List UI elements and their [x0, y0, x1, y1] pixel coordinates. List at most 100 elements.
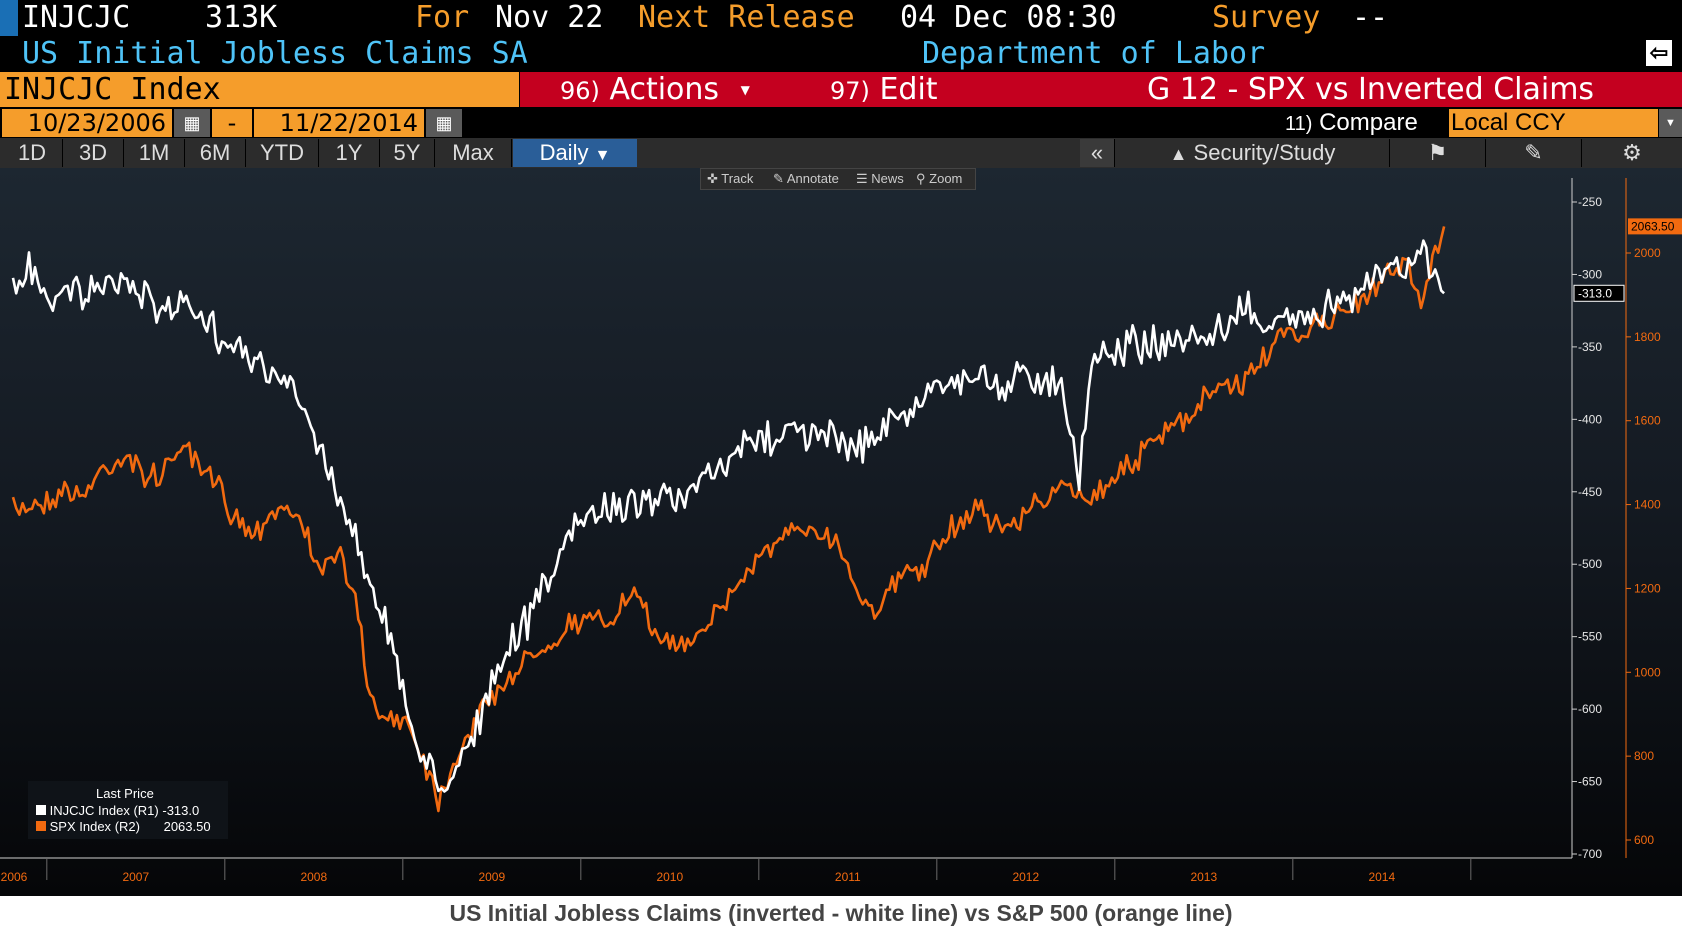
claims-series-line	[11, 239, 1445, 793]
draw-tool-icon[interactable]: ✎	[1486, 139, 1582, 167]
chevron-down-icon[interactable]: ▼	[1659, 109, 1682, 137]
legend-swatch	[36, 805, 46, 815]
currency-value: Local CCY	[1451, 109, 1566, 136]
index-name-box[interactable]: INJCJC Index	[0, 72, 519, 107]
r1-tick-label: -450	[1578, 485, 1602, 499]
annotate-label: Annotate	[786, 171, 839, 186]
r2-last-value-box	[1628, 218, 1682, 235]
edit-number: 97)	[830, 77, 870, 105]
survey-label: Survey	[1212, 0, 1321, 35]
r2-last-value: 2063.50	[1631, 219, 1675, 233]
news-label: News	[871, 171, 904, 186]
chart-title: G 12 - SPX vs Inverted Claims	[1147, 72, 1595, 107]
x-tick-label: 2007	[122, 870, 149, 884]
annotate-button[interactable]: ✎ Annotate	[773, 169, 839, 189]
r1-tick-label: -550	[1578, 630, 1602, 644]
last-value: 313K	[205, 0, 278, 35]
next-release-value: 04 Dec 08:30	[900, 0, 1117, 35]
zoom-label: Zoom	[929, 171, 963, 186]
actions-label: Actions	[609, 72, 720, 107]
period-3d[interactable]: 3D	[63, 139, 124, 167]
chart-study-icon: ▲	[1169, 144, 1188, 164]
edit-menu[interactable]: 97) Edit ▼	[830, 72, 1000, 134]
crosshair-icon: ✜	[707, 171, 718, 186]
period-5y[interactable]: 5Y	[380, 139, 435, 167]
security-header: INJCJC 313K For Nov 22 Next Release 04 D…	[0, 0, 1682, 72]
gear-icon[interactable]: ⚙	[1582, 139, 1682, 167]
edit-label: Edit	[879, 72, 938, 107]
for-date: Nov 22	[495, 0, 604, 35]
r1-tick-label: -600	[1578, 702, 1602, 716]
pin-icon[interactable]: ⚑	[1390, 139, 1486, 167]
spx-series-line	[11, 226, 1446, 813]
ticker-marker	[0, 0, 18, 36]
r1-tick-label: -700	[1578, 847, 1602, 861]
r2-tick-label: 1800	[1634, 330, 1661, 344]
chevron-down-icon: ▼	[594, 147, 611, 164]
legend-axis: (R2)	[114, 819, 140, 834]
x-tick-label: 2010	[656, 870, 683, 884]
date-range-row	[0, 107, 1682, 138]
period-6m[interactable]: 6M	[185, 139, 246, 167]
legend-item-spx: SPX Index (R2) 2063.50	[36, 819, 211, 834]
line-chart: 2006 2007 2008 2009 2010 2011 2012 2013 2014 -250…	[0, 178, 1682, 884]
chart-area: ✜ Track ✎ Annotate ☰ News ⚲ Zoom 2006 200…	[0, 168, 1682, 896]
legend-name: INJCJC Index	[49, 803, 130, 818]
compare-label: Compare	[1319, 109, 1418, 136]
period-1d[interactable]: 1D	[2, 139, 63, 167]
period-max[interactable]: Max	[435, 139, 512, 167]
pencil-icon: ✎	[773, 171, 784, 186]
r1-tick-label: -300	[1578, 267, 1602, 281]
zoom-icon: ⚲	[916, 171, 926, 186]
security-description: US Initial Jobless Claims SA	[22, 36, 528, 71]
calendar-icon[interactable]: ▦	[174, 109, 210, 137]
for-label: For	[415, 0, 470, 35]
news-button[interactable]: ☰ News	[856, 169, 904, 189]
period-1y[interactable]: 1Y	[319, 139, 380, 167]
r2-tick-label: 1200	[1634, 581, 1661, 595]
r2-tick-label: 1600	[1634, 414, 1661, 428]
r2-tick-label: 600	[1634, 833, 1654, 847]
compare-button[interactable]: 11) Compare	[1285, 109, 1418, 137]
chevron-down-icon: ▼	[740, 83, 750, 97]
currency-select[interactable]: Local CCY	[1449, 109, 1658, 137]
x-tick-label: 2013	[1190, 870, 1217, 884]
r2-tick-label: 1400	[1634, 498, 1661, 512]
index-name: INJCJC Index	[4, 72, 221, 107]
security-study-label: Security/Study	[1193, 140, 1336, 165]
frequency-select[interactable]: Daily ▼	[513, 139, 637, 167]
back-arrow-icon[interactable]: ⇦	[1646, 40, 1672, 66]
calendar-icon[interactable]: ▦	[426, 109, 462, 137]
r1-tick-label: -400	[1578, 412, 1602, 426]
actions-menu[interactable]: 96) Actions ▼	[560, 72, 760, 107]
ticker: INJCJC	[22, 0, 131, 35]
period-1m[interactable]: 1M	[124, 139, 185, 167]
security-study-button[interactable]: ▲ Security/Study	[1116, 139, 1390, 167]
actions-number: 96)	[560, 77, 600, 105]
legend-axis: (R1)	[133, 803, 159, 818]
r2-tick-label: 800	[1634, 749, 1654, 763]
x-tick-label: 2014	[1368, 870, 1395, 884]
next-release-label: Next Release	[638, 0, 855, 35]
period-ytd[interactable]: YTD	[246, 139, 319, 167]
r2-tick-label: 1000	[1634, 665, 1661, 679]
collapse-icon[interactable]: «	[1080, 139, 1115, 167]
x-tick-label: 2011	[835, 870, 861, 884]
x-tick-label: 2006	[1, 870, 28, 884]
legend-name: SPX Index	[49, 819, 112, 834]
r1-last-value: -313.0	[1578, 286, 1612, 300]
x-tick-label: 2008	[300, 870, 327, 884]
legend-value: 2063.50	[163, 819, 211, 834]
r2-tick-label: 2000	[1634, 246, 1661, 260]
start-date-field[interactable]: 10/23/2006	[2, 109, 172, 137]
zoom-button[interactable]: ⚲ Zoom	[916, 169, 962, 189]
r1-tick-label: -350	[1578, 340, 1602, 354]
legend-swatch	[36, 821, 46, 831]
x-tick-label: 2012	[1012, 870, 1039, 884]
end-date-field[interactable]: 11/22/2014	[254, 109, 424, 137]
legend-item-claims: INJCJC Index (R1) -313.0	[36, 803, 199, 818]
track-label: Track	[721, 171, 754, 186]
r1-last-value-box	[1573, 284, 1625, 302]
figure-caption: US Initial Jobless Claims (inverted - wh…	[0, 896, 1682, 930]
track-button[interactable]: ✜ Track	[707, 169, 753, 189]
